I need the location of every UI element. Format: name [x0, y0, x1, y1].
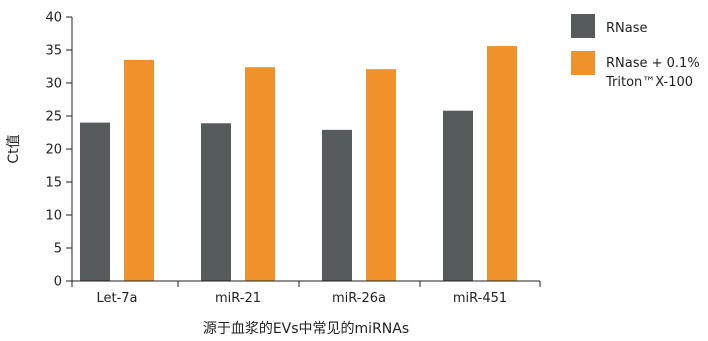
x-tick-label: miR-451: [453, 291, 507, 306]
x-tick-label: miR-21: [215, 291, 261, 306]
bar-rnase-triton-let-7a: [124, 59, 154, 282]
x-ticks-layer: Let-7a miR-21 miR-26a miR-451: [71, 281, 541, 306]
bar-rnase-triton-mir-451: [487, 46, 517, 281]
y-ticks-layer: 0 5 10 15 20 25 30 35 40: [45, 11, 72, 290]
legend-label-rnase-triton-line1: RNase + 0.1%: [606, 56, 700, 71]
bar-rnase-mir-26a: [322, 129, 352, 281]
legend-label-rnase-triton-line2: Triton™X-100: [605, 75, 693, 90]
bar-rnase-triton-mir-26a: [366, 69, 396, 281]
y-tick-label: 15: [45, 176, 62, 191]
bar-rnase-let-7a: [80, 122, 110, 281]
bar-rnase-mir-21: [201, 123, 231, 281]
legend-swatch-rnase-triton: [571, 51, 595, 75]
y-tick-label: 30: [45, 77, 62, 92]
legend-swatch-rnase: [571, 14, 595, 38]
y-tick-label: 5: [54, 242, 62, 257]
y-tick-label: 10: [45, 209, 62, 224]
y-tick-label: 0: [54, 275, 62, 290]
x-tick-label: Let-7a: [96, 291, 137, 306]
bars-layer: [80, 46, 517, 282]
legend: RNase RNase + 0.1% Triton™X-100: [571, 14, 700, 90]
y-tick-label: 20: [45, 143, 62, 158]
x-tick-label: miR-26a: [332, 291, 386, 306]
y-axis-title: Ct值: [6, 134, 22, 163]
y-tick-label: 35: [45, 44, 62, 59]
x-axis-title: 源于血浆的EVs中常见的miRNAs: [203, 321, 409, 337]
bar-rnase-triton-mir-21: [245, 67, 275, 281]
y-tick-label: 25: [45, 110, 62, 125]
bar-rnase-mir-451: [443, 110, 473, 281]
legend-label-rnase: RNase: [606, 21, 648, 36]
y-tick-label: 40: [45, 11, 62, 26]
